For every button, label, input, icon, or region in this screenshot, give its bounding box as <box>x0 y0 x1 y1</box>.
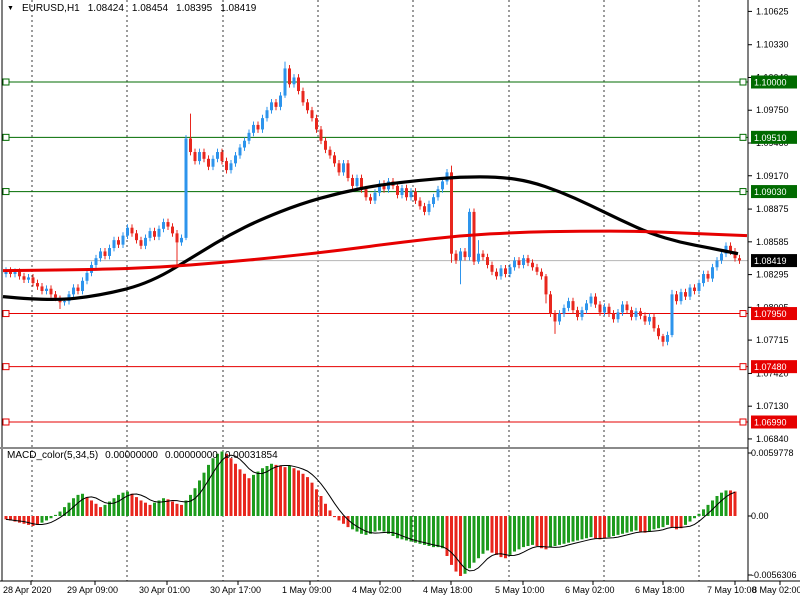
ohlc-low: 1.08395 <box>176 3 213 14</box>
svg-text:4 May 02:00: 4 May 02:00 <box>352 585 402 595</box>
svg-text:0.00: 0.00 <box>751 511 769 521</box>
indicator-value-1: 0.00000000 <box>105 450 158 461</box>
ohlc-close: 1.08419 <box>220 3 257 14</box>
slow-ma-line <box>2 175 739 301</box>
chart-header: ▼ EURUSD,H1 1.08424 1.08454 1.08395 1.08… <box>7 3 256 15</box>
svg-text:30 Apr 01:00: 30 Apr 01:00 <box>139 585 190 595</box>
svg-text:1.07420: 1.07420 <box>756 368 789 378</box>
macd-signal-line <box>5 454 736 572</box>
chart-frame <box>0 0 800 582</box>
svg-text:1.07480: 1.07480 <box>754 362 787 372</box>
ohlc-open: 1.08424 <box>87 3 124 14</box>
svg-text:1 May 09:00: 1 May 09:00 <box>282 585 332 595</box>
ohlc-high: 1.08454 <box>131 3 169 14</box>
svg-text:30 Apr 17:00: 30 Apr 17:00 <box>210 585 261 595</box>
svg-text:5 May 10:00: 5 May 10:00 <box>495 585 545 595</box>
svg-text:1.10625: 1.10625 <box>756 6 789 16</box>
svg-text:1.07715: 1.07715 <box>756 335 789 345</box>
svg-text:7 May 10:00: 7 May 10:00 <box>707 585 757 595</box>
svg-text:28 Apr 2020: 28 Apr 2020 <box>3 585 52 595</box>
svg-text:1.09510: 1.09510 <box>754 133 787 143</box>
svg-text:1.09170: 1.09170 <box>756 171 789 181</box>
horizontal-levels <box>2 78 748 426</box>
indicator-value-3: 0.00031854 <box>224 450 278 461</box>
symbol-dropdown-icon[interactable]: ▼ <box>7 5 14 12</box>
candlestick-series <box>4 61 741 347</box>
indicator-header: MACD_color(5,34,5) 0.00000000 0.00000000… <box>7 450 278 462</box>
time-axis: 28 Apr 2020 29 Apr 09:00 30 Apr 01:00 30 Ap… <box>3 581 800 595</box>
indicator-title: MACD_color(5,34,5) <box>7 450 99 461</box>
svg-text:6 May 18:00: 6 May 18:00 <box>635 585 685 595</box>
svg-text:1.07130: 1.07130 <box>756 401 789 411</box>
svg-text:1.09030: 1.09030 <box>754 187 787 197</box>
svg-text:-0.0056306: -0.0056306 <box>751 570 797 580</box>
indicator-value-2: 0.00000000 <box>165 450 218 461</box>
svg-text:1.08585: 1.08585 <box>756 237 789 247</box>
svg-text:8 May 02:00: 8 May 02:00 <box>752 585 800 595</box>
svg-text:6 May 02:00: 6 May 02:00 <box>565 585 615 595</box>
svg-text:1.10330: 1.10330 <box>756 40 789 50</box>
svg-text:1.07950: 1.07950 <box>754 309 787 319</box>
svg-text:4 May 18:00: 4 May 18:00 <box>423 585 473 595</box>
svg-text:1.06990: 1.06990 <box>754 417 787 427</box>
svg-text:29 Apr 09:00: 29 Apr 09:00 <box>67 585 118 595</box>
symbol-title: EURUSD,H1 <box>21 3 80 14</box>
svg-text:1.10000: 1.10000 <box>754 78 787 88</box>
fast-ma-line <box>2 229 748 273</box>
svg-text:0.0059778: 0.0059778 <box>751 448 794 458</box>
svg-text:1.09750: 1.09750 <box>756 105 789 115</box>
svg-text:1.08419: 1.08419 <box>754 256 787 266</box>
moving-averages <box>2 175 748 301</box>
svg-text:1.06840: 1.06840 <box>756 434 789 444</box>
price-level-labels: 1.10000 1.09510 1.09030 1.07950 1.07480 1.069… <box>751 75 797 429</box>
macd-histogram <box>4 451 737 576</box>
current-price-label: 1.08419 <box>751 254 797 268</box>
svg-text:1.08875: 1.08875 <box>756 204 789 214</box>
svg-text:1.08295: 1.08295 <box>756 270 789 280</box>
